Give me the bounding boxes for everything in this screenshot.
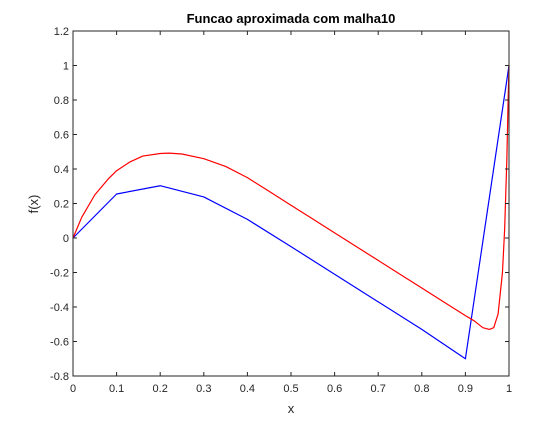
y-ticks: -0.8 -0.6 -0.4 -0.2 0 0.2 0.4 0.6 0.8 1 1.2 [50,26,509,383]
x-tick-label: 0.9 [458,383,473,395]
y-tick-label: -0.4 [50,302,69,314]
y-tick-label: -0.8 [50,371,69,383]
x-ticks: 0 0.1 0.2 0.3 0.4 0.5 0.6 0.7 0.8 0.9 1 [70,31,512,395]
y-tick-label: -0.6 [50,337,69,349]
series-line-1 [72,65,510,360]
y-axis-label: f(x) [26,195,41,214]
x-tick-label: 0.1 [109,383,124,395]
x-tick-label: 0.7 [371,383,386,395]
y-tick-label: -0.2 [50,268,69,280]
x-tick-label: 0.3 [196,383,211,395]
series-line-2 [72,65,510,331]
x-tick-label: 0.6 [327,383,342,395]
x-tick-label: 0.5 [283,383,298,395]
y-tick-label: 0.4 [54,164,69,176]
y-tick-label: 0.8 [54,95,69,107]
x-tick-label: 0.4 [240,383,255,395]
y-tick-label: 0.6 [54,130,69,142]
x-axis-label: x [288,401,295,416]
y-tick-label: 1 [63,61,69,73]
x-tick-label: 0.2 [153,383,168,395]
y-tick-label: 0 [63,233,69,245]
x-tick-label: 0.8 [414,383,429,395]
series-lines [72,65,510,360]
plot-area [73,31,509,376]
chart-title: Funcao aproximada com malha10 [187,11,396,26]
y-tick-label: 0.2 [54,199,69,211]
x-tick-label: 0 [70,383,76,395]
x-tick-label: 1 [506,383,512,395]
y-tick-label: 1.2 [54,26,69,38]
